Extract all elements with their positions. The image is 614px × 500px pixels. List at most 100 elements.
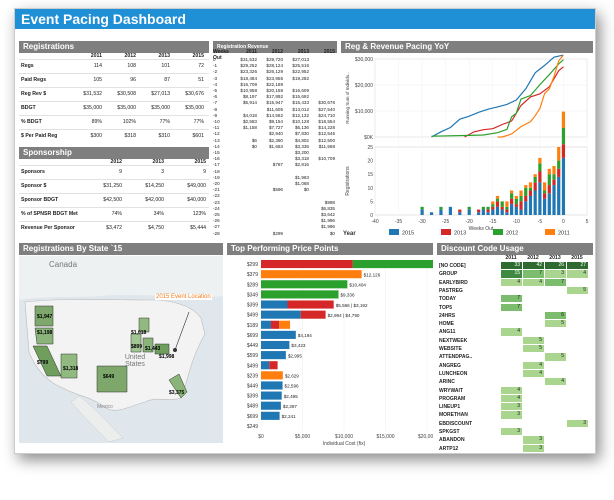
table-cell: $22,952 bbox=[292, 69, 309, 75]
bar-2011 bbox=[510, 190, 514, 194]
bar-2015 bbox=[486, 212, 490, 215]
category-label: $599 bbox=[247, 353, 258, 359]
discount-code: [NO CODE] bbox=[439, 263, 466, 269]
sponsorship-table: 2012 2013 2015 Sponsors 9 3 9 Sponsor $ $31,250 $… bbox=[19, 159, 209, 239]
bar-2012 bbox=[538, 163, 542, 172]
table-cell: $35,000 bbox=[151, 105, 170, 111]
bar-2013 bbox=[500, 206, 504, 210]
state-value: $1,998 bbox=[159, 354, 175, 360]
bar-2015 bbox=[261, 381, 283, 390]
state-or bbox=[34, 327, 54, 345]
table-row-bg bbox=[19, 221, 209, 235]
table-cell: $15,433 bbox=[292, 100, 309, 106]
table-cell: -13 bbox=[213, 137, 220, 143]
bar-2015 bbox=[261, 320, 271, 329]
discount-cell: 4 bbox=[501, 386, 522, 394]
discount-code: GROUP bbox=[439, 271, 458, 278]
bar-2015 bbox=[519, 209, 523, 215]
price-points-chart: $0 $5,000 $10,000 $15,000 $20,000 Individual … bbox=[247, 259, 433, 447]
table-row-bg bbox=[19, 73, 209, 87]
discount-cell: 7 bbox=[501, 303, 522, 311]
x-tick-label: $0 bbox=[258, 434, 264, 440]
table-cell: $787 bbox=[272, 162, 283, 168]
discount-cell: 4 bbox=[545, 378, 566, 386]
table-cell: 114 bbox=[93, 63, 102, 69]
table-cell: -16 bbox=[213, 156, 220, 162]
table-cell: 0 bbox=[213, 57, 216, 62]
bar-2015 bbox=[491, 209, 495, 215]
registration-revenue-table: Weeks Out 2011 2012 2013 2015 0 $31,532 $29,720… bbox=[213, 49, 337, 239]
bar-2013 bbox=[557, 168, 561, 177]
pacing-chart: $0K $10,000 $20,000 $30,000 0 5 10 15 20 25 -40 -35… bbox=[343, 54, 589, 237]
table-cell: $1,996 bbox=[320, 218, 335, 224]
registration-revenue-header: Registration Revenue bbox=[213, 41, 337, 53]
line-series-2011 bbox=[497, 54, 564, 138]
table-cell: -6 bbox=[213, 94, 218, 100]
y-axis-label: Running Sum of Individu.. bbox=[345, 72, 350, 124]
event-location-pointer bbox=[174, 311, 190, 351]
discount-cell: 7 bbox=[523, 270, 544, 278]
x-tick-label: -35 bbox=[395, 219, 402, 225]
table-cell: 89% bbox=[91, 119, 102, 125]
state-value: $1,198 bbox=[37, 330, 53, 336]
table-cell: 123% bbox=[192, 211, 206, 217]
table-row-bg bbox=[19, 87, 209, 101]
table-cell: $0 bbox=[251, 143, 257, 149]
data-label: $4,194 bbox=[298, 333, 312, 338]
table-cell: -18 bbox=[213, 168, 220, 174]
bar-2012 bbox=[533, 176, 537, 183]
column-header: 2013 bbox=[158, 53, 170, 59]
discount-code: HOME bbox=[439, 321, 454, 328]
bar-2015 bbox=[552, 185, 556, 215]
table-cell: $0 bbox=[329, 230, 335, 236]
bar-2011 bbox=[514, 195, 518, 199]
category-label: $349 bbox=[247, 292, 258, 298]
row-label: Sponsor BDGT bbox=[21, 197, 59, 203]
table-cell: $5,444 bbox=[190, 225, 206, 231]
category-label: $499 bbox=[247, 363, 258, 369]
table-cell: $5,914 bbox=[242, 100, 257, 106]
table-cell: $40,000 bbox=[187, 197, 206, 203]
table-cell: $6 bbox=[251, 137, 257, 143]
table-cell: $7,727 bbox=[268, 125, 283, 131]
data-label: $2,596 bbox=[285, 384, 299, 389]
table-cell: $11,568 bbox=[318, 143, 335, 149]
bar-2013 bbox=[477, 209, 481, 213]
discount-code: PASTREG bbox=[439, 287, 463, 294]
table-cell: 72 bbox=[198, 63, 204, 69]
table-cell: $601 bbox=[192, 133, 204, 139]
table-cell: $4,802 bbox=[294, 137, 309, 143]
table-cell: $19,282 bbox=[292, 75, 309, 81]
state-value: $899 bbox=[131, 344, 143, 350]
table-cell: -10 bbox=[213, 119, 220, 124]
table-cell: $1,996 bbox=[320, 224, 335, 230]
table-cell: $3,336 bbox=[294, 143, 309, 149]
category-label: $449 bbox=[247, 383, 258, 389]
bar-2015 bbox=[538, 182, 542, 215]
x-tick-label: -25 bbox=[442, 219, 449, 225]
table-cell: -3 bbox=[213, 75, 218, 81]
bar-2015 bbox=[448, 206, 452, 215]
bar-2013 bbox=[519, 201, 523, 210]
table-cell: 9 bbox=[203, 169, 206, 175]
discount-cell: 4 bbox=[523, 369, 544, 378]
legend-title: Year bbox=[343, 231, 356, 237]
state-value: $3,375 bbox=[169, 390, 185, 396]
table-cell: $7,830 bbox=[294, 131, 309, 137]
discount-cell: 15 bbox=[501, 270, 522, 278]
category-label: $189 bbox=[247, 323, 258, 329]
table-cell: $11,605 bbox=[266, 106, 283, 112]
bar-2012 bbox=[491, 204, 495, 207]
table-row-bg bbox=[19, 193, 209, 207]
table-cell: 87 bbox=[164, 77, 170, 83]
bar-2015 bbox=[481, 209, 485, 215]
discount-cell: 4 bbox=[501, 328, 522, 336]
category-label: $449 bbox=[247, 343, 258, 349]
table-cell: $10,128 bbox=[292, 119, 309, 124]
discount-cell: 5 bbox=[545, 353, 566, 361]
y-axis-label: Registrations bbox=[345, 166, 351, 196]
bar-2015 bbox=[533, 190, 537, 215]
bar-2013 bbox=[528, 190, 533, 196]
table-cell: $8,197 bbox=[242, 94, 257, 100]
bar-2013 bbox=[547, 185, 551, 194]
